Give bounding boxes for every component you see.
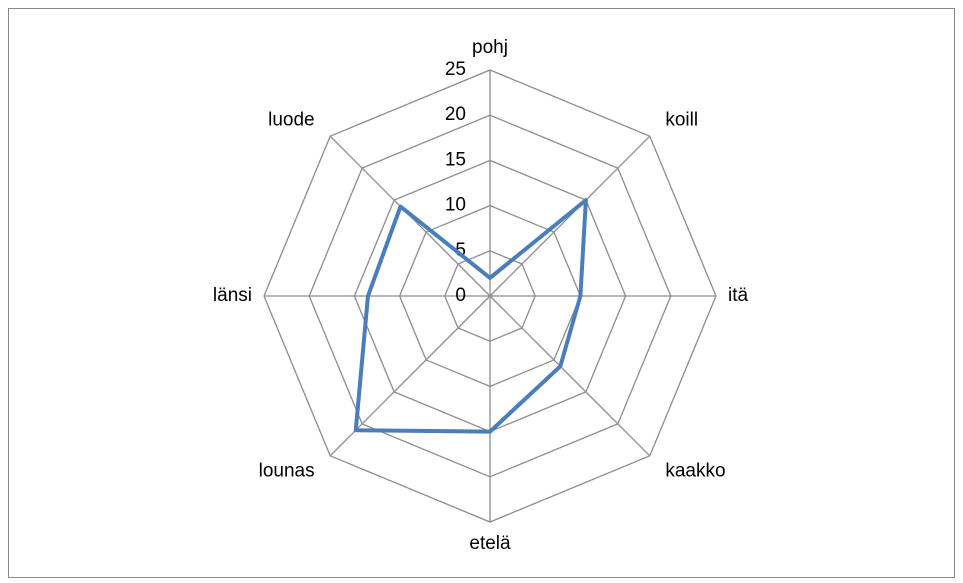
r-tick-label: 0 <box>455 285 466 306</box>
spoke <box>489 135 651 297</box>
r-tick-label: 15 <box>445 149 466 170</box>
category-label: lounas <box>259 460 315 481</box>
category-label: itä <box>728 285 749 306</box>
category-label: luode <box>268 110 315 131</box>
chart-frame <box>8 8 955 578</box>
r-tick-label: 10 <box>445 195 466 216</box>
category-label: länsi <box>213 285 252 306</box>
category-label: pohj <box>472 37 508 58</box>
r-tick-label: 20 <box>445 104 466 125</box>
r-tick-label: 5 <box>455 240 466 261</box>
r-tick-label: 25 <box>445 59 466 80</box>
series-line <box>353 198 588 434</box>
category-label: kaakko <box>665 460 725 481</box>
category-label: etelä <box>469 533 511 554</box>
category-label: koill <box>665 110 698 131</box>
spoke <box>489 295 651 457</box>
